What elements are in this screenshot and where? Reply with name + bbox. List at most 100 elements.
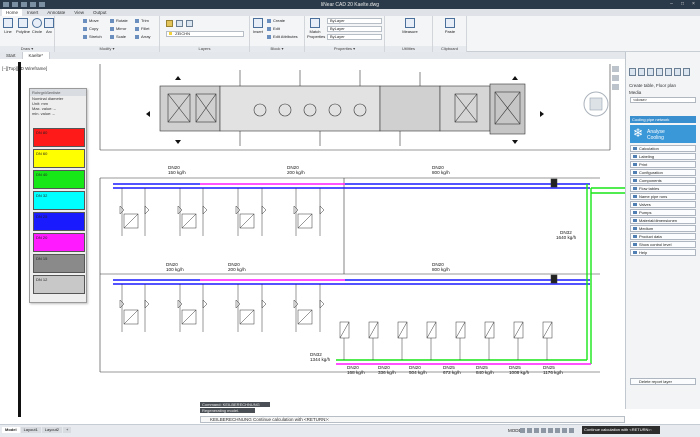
user-icon[interactable] bbox=[674, 68, 681, 76]
tab-view[interactable]: View bbox=[74, 10, 84, 15]
insert-button[interactable]: Insert bbox=[252, 18, 264, 34]
pipe-label-flow: 200 kg/h bbox=[228, 267, 246, 272]
model-space-indicator[interactable]: MODEL bbox=[508, 428, 525, 433]
paste-button[interactable]: Paste bbox=[444, 18, 456, 34]
copy-button[interactable]: Copy bbox=[83, 26, 98, 32]
pipe-icon[interactable] bbox=[629, 68, 636, 76]
ortho-icon[interactable] bbox=[534, 428, 539, 433]
zoom-icon[interactable] bbox=[612, 75, 619, 81]
menu-name-pipe-runs[interactable]: Name pipe runs bbox=[630, 193, 696, 200]
array-button[interactable]: Array bbox=[135, 34, 151, 40]
analyse-cooling-button[interactable]: ❄ Analyse Cooling bbox=[630, 125, 696, 143]
new-icon[interactable] bbox=[3, 2, 9, 7]
grid-icon[interactable] bbox=[520, 428, 525, 433]
layer-name: ZEICHN bbox=[175, 31, 191, 36]
mirror-button[interactable]: Mirror bbox=[110, 26, 126, 32]
scale-button[interactable]: Scale bbox=[110, 34, 126, 40]
measure-button[interactable]: Measure bbox=[402, 18, 418, 34]
menu-pumps[interactable]: Pumps bbox=[630, 209, 696, 216]
pan-icon[interactable] bbox=[612, 66, 619, 72]
table-icon[interactable] bbox=[665, 68, 672, 76]
layer-freeze-icon[interactable] bbox=[186, 20, 193, 27]
settings-icon[interactable] bbox=[683, 68, 690, 76]
tab-start[interactable]: Start bbox=[0, 52, 23, 59]
polyline-button[interactable]: Polyline bbox=[16, 18, 30, 34]
menu-configuration[interactable]: Configuration bbox=[630, 169, 696, 176]
workspace-icon[interactable] bbox=[569, 428, 574, 433]
status-toggles bbox=[520, 428, 574, 433]
lineweight-dropdown[interactable]: ByLayer bbox=[327, 34, 382, 40]
menu-print[interactable]: Print bbox=[630, 161, 696, 168]
command-history-line: Command: KEILBERECHNUNG bbox=[200, 402, 270, 407]
osnap-icon[interactable] bbox=[548, 428, 553, 433]
match-properties-button[interactable]: Match Properties bbox=[307, 18, 325, 39]
polar-icon[interactable] bbox=[541, 428, 546, 433]
menu-material[interactable]: Material/dimensionen bbox=[630, 217, 696, 224]
pencil-icon[interactable] bbox=[638, 68, 645, 76]
snap-icon[interactable] bbox=[527, 428, 532, 433]
move-button[interactable]: Move bbox=[83, 18, 99, 24]
pipe-label-flow: 1640 kg/h bbox=[556, 235, 577, 240]
undo-icon[interactable] bbox=[30, 2, 36, 7]
menu-medium[interactable]: Medium bbox=[630, 225, 696, 232]
save-icon[interactable] bbox=[21, 2, 27, 7]
legend-header: Rohrgrößenliste bbox=[30, 89, 86, 96]
media-select[interactable]: <close> bbox=[630, 97, 696, 103]
cooling-network-accordion[interactable]: Cooling pipe network bbox=[630, 116, 696, 123]
maximize-icon[interactable]: □ bbox=[680, 1, 685, 7]
menu-components[interactable]: Components bbox=[630, 177, 696, 184]
layer-dropdown[interactable]: ZEICHN bbox=[166, 31, 244, 37]
close-icon[interactable]: × bbox=[692, 1, 695, 7]
pipe-size-legend[interactable]: Rohrgrößenliste Nominal diameter Unit: m… bbox=[29, 88, 87, 303]
color-dropdown[interactable]: ByLayer bbox=[327, 18, 382, 24]
radiator-icon[interactable] bbox=[656, 68, 663, 76]
pipe-label-dn: DN20 bbox=[409, 365, 421, 370]
create-block-button[interactable]: Create bbox=[267, 18, 285, 24]
line-button[interactable]: Line bbox=[2, 18, 14, 34]
menu-labeling[interactable]: Labeling bbox=[630, 153, 696, 160]
stretch-button[interactable]: Stretch bbox=[83, 34, 102, 40]
fillet-button[interactable]: Fillet bbox=[135, 26, 149, 32]
menu-flow-tables[interactable]: Flow tables bbox=[630, 185, 696, 192]
trim-button[interactable]: Trim bbox=[135, 18, 149, 24]
circle-button[interactable]: Circle bbox=[31, 18, 43, 34]
orbit-icon[interactable] bbox=[612, 84, 619, 90]
drawing-canvas[interactable]: DN20 150 kg/h DN20 200 kg/h DN20 800 kg/… bbox=[0, 59, 625, 409]
annotation-icon[interactable] bbox=[562, 428, 567, 433]
edit-attributes-button[interactable]: Edit Attributes bbox=[267, 34, 298, 40]
tab-model[interactable]: Model bbox=[2, 427, 20, 433]
linetype-dropdown[interactable]: ByLayer bbox=[327, 26, 382, 32]
tab-drawing[interactable]: Kaelte* bbox=[22, 52, 51, 59]
menu-show-control-level[interactable]: Show control level bbox=[630, 241, 696, 248]
redo-icon[interactable] bbox=[39, 2, 45, 7]
tab-layout2[interactable]: Layout2 bbox=[41, 427, 63, 433]
tab-annotate[interactable]: Annotate bbox=[47, 10, 66, 15]
viewcube-icon[interactable] bbox=[582, 90, 610, 118]
layer-properties-icon[interactable] bbox=[166, 20, 173, 27]
menu-calculation[interactable]: Calculation bbox=[630, 145, 696, 152]
layout-tabs: Model Layout1 Layout2 + bbox=[2, 427, 72, 433]
viewport-controls[interactable]: [−][Top][2D Wireframe] bbox=[2, 66, 48, 71]
tab-home[interactable]: Home bbox=[2, 9, 23, 16]
rotate-button[interactable]: Rotate bbox=[110, 18, 128, 24]
minimize-icon[interactable]: – bbox=[670, 1, 673, 7]
command-input[interactable]: KEILBERECHNUNG Continue calculation with… bbox=[200, 416, 625, 423]
pipe-label-flow: 168 kg/h bbox=[347, 370, 365, 375]
layer-state-icon[interactable] bbox=[176, 20, 183, 27]
open-icon[interactable] bbox=[12, 2, 18, 7]
add-layout-button[interactable]: + bbox=[63, 427, 72, 433]
tab-output[interactable]: Output bbox=[92, 10, 107, 15]
legend-swatch: DN 32 bbox=[33, 191, 85, 210]
menu-help[interactable]: Help bbox=[630, 249, 696, 256]
delete-report-layer-button[interactable]: Delete report layer bbox=[630, 378, 696, 385]
tab-insert[interactable]: Insert bbox=[27, 10, 39, 15]
pipe-label-flow: 504 kg/h bbox=[409, 370, 427, 375]
legend-swatch: DN 15 bbox=[33, 254, 85, 273]
lineweight-icon[interactable] bbox=[555, 428, 560, 433]
tab-layout1[interactable]: Layout1 bbox=[20, 427, 41, 433]
edit-block-button[interactable]: Edit bbox=[267, 26, 280, 32]
arc-button[interactable]: Arc bbox=[43, 18, 55, 34]
menu-valves[interactable]: Valves bbox=[630, 201, 696, 208]
menu-product-data[interactable]: Product data bbox=[630, 233, 696, 240]
valve-icon[interactable] bbox=[647, 68, 654, 76]
